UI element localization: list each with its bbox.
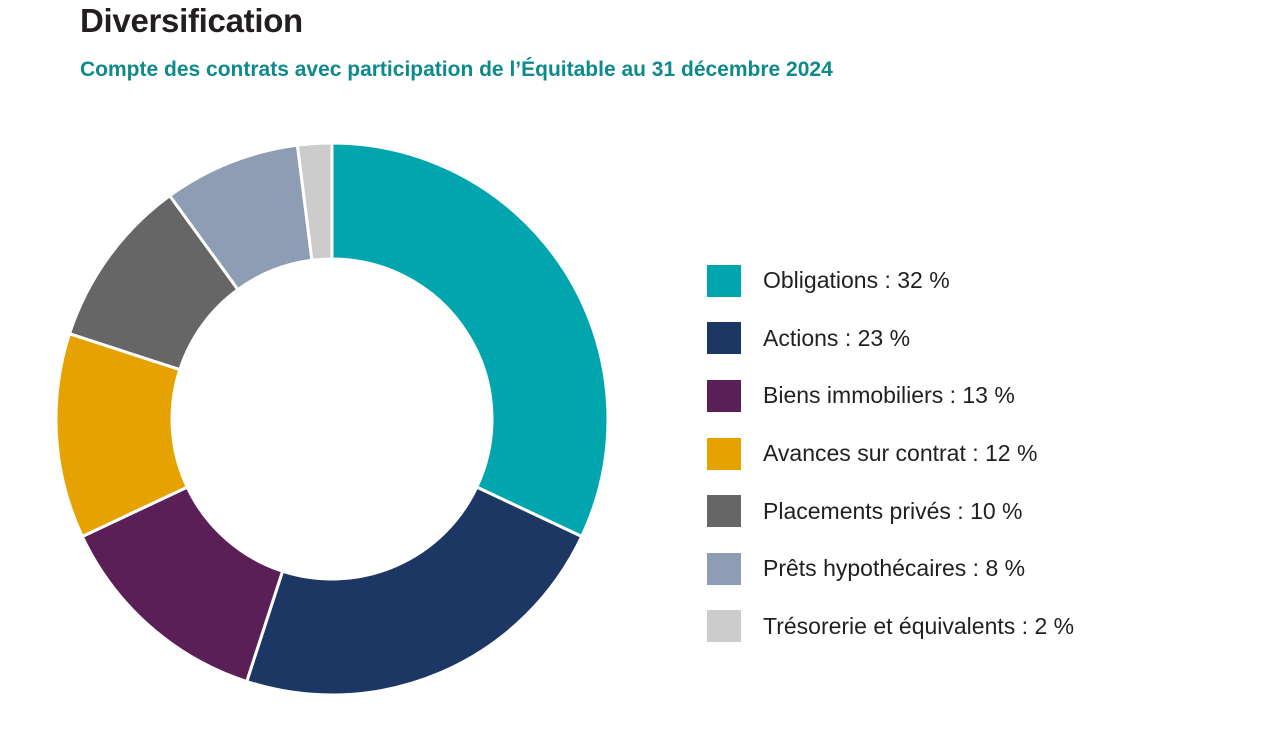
legend-swatch [707, 437, 741, 470]
donut-slice-1 [330, 141, 610, 539]
legend-item: Trésorerie et équivalents : 2 % [707, 598, 1074, 656]
legend-label: Placements privés : 10 % [763, 497, 1023, 524]
legend-label: Obligations : 32 % [763, 267, 950, 294]
donut-slice-7 [295, 141, 334, 262]
legend-swatch [707, 552, 741, 585]
chart-subtitle: Compte des contrats avec participation d… [80, 58, 833, 81]
legend-label: Actions : 23 % [763, 324, 911, 351]
legend-label: Avances sur contrat : 12 % [763, 440, 1038, 467]
legend-label: Trésorerie et équivalents : 2 % [763, 612, 1075, 639]
legend-item: Avances sur contrat : 12 % [707, 425, 1074, 483]
legend-swatch [707, 610, 741, 643]
legend-item: Obligations : 32 % [707, 252, 1074, 310]
legend-swatch [707, 322, 741, 355]
donut-slice-2 [245, 485, 584, 697]
legend-item: Biens immobiliers : 13 % [707, 367, 1074, 425]
legend-item: Prêts hypothécaires : 8 % [707, 540, 1074, 598]
legend-label: Biens immobiliers : 13 % [763, 382, 1015, 409]
legend-swatch [707, 264, 741, 297]
legend-swatch [707, 495, 741, 528]
donut-chart [54, 141, 610, 697]
legend-item: Placements privés : 10 % [707, 482, 1074, 540]
legend-item: Actions : 23 % [707, 310, 1074, 368]
legend-swatch [707, 379, 741, 412]
legend-label: Prêts hypothécaires : 8 % [763, 555, 1026, 582]
chart-title: Diversification [80, 2, 303, 39]
chart-legend: Obligations : 32 % Actions : 23 % Biens im… [707, 252, 1074, 655]
